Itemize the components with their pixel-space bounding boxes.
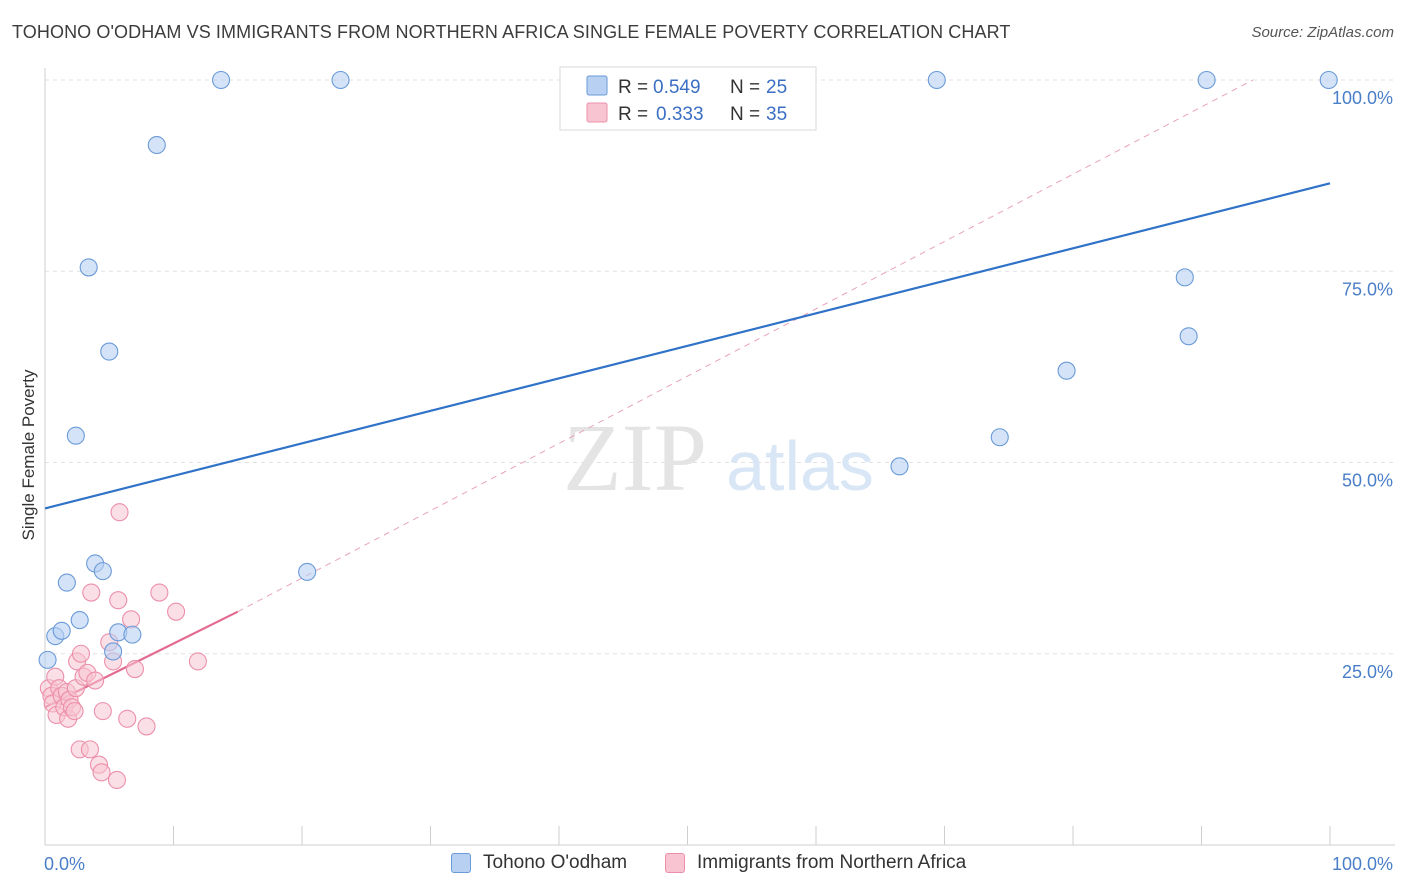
data-point-blue [1175,268,1194,287]
trend-line-pink-extension [237,79,1254,613]
legend-box: R = 0.549 N = 25 R = 0.333 N = 35 [559,66,817,131]
y-tick-label: 75.0% [1342,279,1393,299]
data-point-blue [104,642,123,661]
bottom-legend-label-immigrants: Immigrants from Northern Africa [697,852,967,873]
data-point-pink [122,610,141,629]
legend-r-label-1: R = [618,77,648,98]
bottom-legend-item-tohono: Tohono O'odham [451,852,627,874]
data-point-blue [1179,327,1198,346]
data-point-blue [211,70,231,90]
axes [44,68,1395,846]
x-tick-label: 0.0% [44,854,85,874]
data-point-blue [100,342,119,361]
grid-lines [45,79,1395,655]
y-tick-labels: 25.0% 50.0% 75.0% 100.0% [1332,88,1393,682]
data-point-blue [331,70,350,90]
legend-swatch-pink [586,102,608,123]
data-point-blue [298,562,317,581]
data-point-pink [188,652,207,671]
series-tohono-oodham [38,70,1338,669]
data-point-blue [990,428,1009,447]
bottom-legend-swatch-pink [665,853,685,873]
data-point-pink [86,671,105,690]
y-tick-label: 100.0% [1332,88,1393,108]
data-point-blue [1319,70,1338,90]
data-point-blue [927,70,946,90]
data-point-pink [150,583,169,602]
watermark-zip: ZIP [563,404,707,511]
data-point-pink [92,763,111,782]
legend-n-label-2: N = [730,104,760,125]
data-point-pink [137,717,156,736]
data-point-blue [38,650,57,669]
legend-swatch-blue [586,75,608,96]
source-label: Source: ZipAtlas.com [1251,24,1394,41]
data-point-pink [167,602,186,621]
trend-lines [44,79,1331,709]
y-axis-label: Single Female Poverty [19,369,38,541]
trend-line-blue [44,182,1331,510]
data-point-pink [82,583,101,602]
data-point-pink [125,659,144,679]
data-point-blue [66,426,85,445]
data-point-blue [57,573,76,592]
data-point-blue [890,457,909,476]
y-tick-label: 25.0% [1342,662,1393,682]
legend-n-value-1: 25 [766,77,787,98]
series-immigrants-northern-africa [39,503,207,790]
x-tick-label: 100.0% [1332,854,1393,874]
data-point-pink [110,503,129,522]
legend-n-value-2: 35 [766,104,787,125]
data-point-blue [93,562,112,581]
watermark-atlas: atlas [726,427,874,505]
data-point-blue [147,135,166,155]
data-point-pink [118,709,137,728]
data-point-pink [109,591,128,610]
data-point-blue [70,611,89,630]
chart-title: TOHONO O'ODHAM VS IMMIGRANTS FROM NORTHE… [12,22,1011,42]
data-point-pink [93,702,112,721]
legend-r-label-2: R = [618,104,648,125]
bottom-legend-item-immigrants: Immigrants from Northern Africa [665,852,966,874]
data-point-blue [123,625,142,644]
data-point-blue [1197,70,1216,90]
bottom-legend-label-tohono: Tohono O'odham [483,852,628,873]
data-point-pink [107,770,127,790]
bottom-legend-swatch-blue [451,853,471,873]
x-tick-labels: 0.0% 100.0% [44,854,1393,874]
y-tick-label: 50.0% [1342,471,1393,491]
data-point-blue [1057,361,1076,380]
data-point-blue [79,258,98,277]
legend-r-value-2: 0.333 [656,104,704,125]
watermark: ZIP atlas [563,404,874,511]
data-point-pink [65,702,84,721]
legend-n-label-1: N = [730,77,760,98]
data-point-pink [71,644,91,663]
data-point-blue [52,621,71,640]
bottom-legend: Tohono O'odham Immigrants from Northern … [0,852,1406,878]
data-point-pink [80,740,100,759]
legend-r-value-1: 0.549 [653,77,701,98]
